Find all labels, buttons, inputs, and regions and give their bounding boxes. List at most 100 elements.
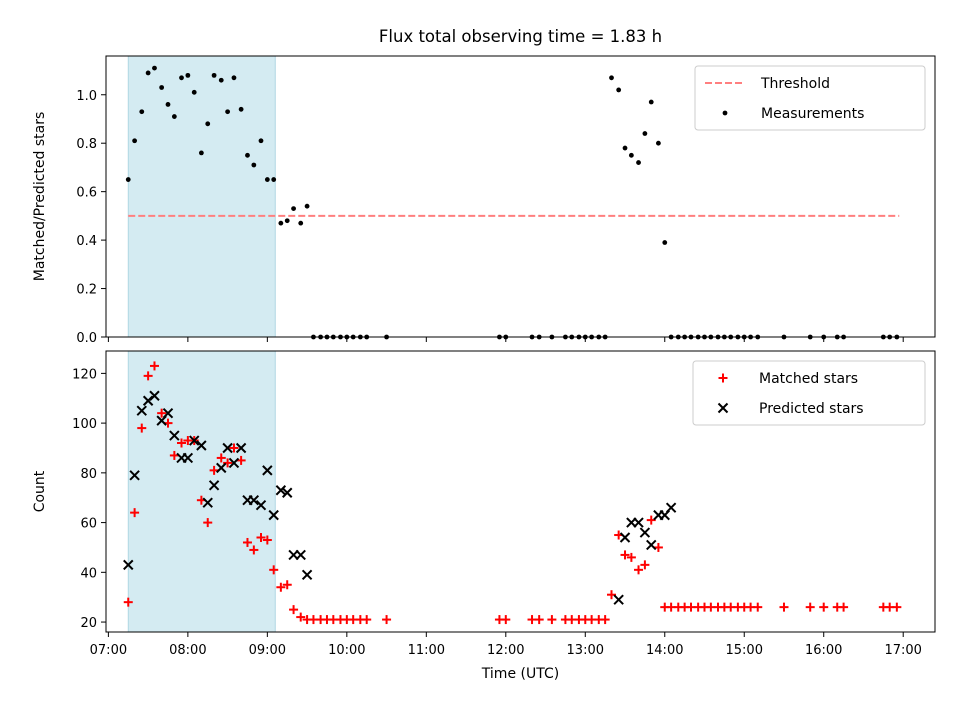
- data-point: [665, 502, 677, 513]
- series-matched-stars: [123, 361, 902, 625]
- data-point: [291, 206, 296, 212]
- data-point: [123, 597, 133, 607]
- legend: Threshold Measurements: [694, 65, 926, 131]
- data-point: [284, 218, 290, 224]
- data-point: [289, 605, 299, 615]
- data-point: [258, 138, 264, 144]
- data-point: [191, 89, 197, 95]
- observing-window-span: [127, 55, 276, 338]
- x-axis-label: Time (UTC): [481, 666, 559, 682]
- data-point: [646, 515, 656, 525]
- data-point: [145, 70, 151, 76]
- y-tick-label: 1.0: [76, 89, 97, 104]
- data-point: [278, 220, 284, 226]
- x-tick-label: 14:00: [646, 643, 683, 658]
- data-point: [130, 508, 140, 518]
- data-point: [235, 442, 247, 454]
- x-tick-label: 13:00: [567, 643, 604, 658]
- data-point: [298, 220, 304, 226]
- data-point: [362, 615, 372, 625]
- x-tick-label: 11:00: [408, 643, 445, 658]
- data-point: [169, 450, 179, 460]
- data-point: [248, 494, 260, 506]
- y-tick-label: 100: [72, 417, 97, 432]
- data-point: [269, 565, 279, 575]
- data-point: [229, 443, 239, 453]
- data-point: [196, 440, 207, 451]
- data-point: [216, 453, 226, 463]
- data-point: [628, 152, 634, 158]
- legend-label: Threshold: [760, 76, 830, 92]
- y-axis-label: Count: [32, 470, 48, 512]
- y-tick-label: 0.8: [76, 137, 97, 152]
- data-point: [271, 177, 277, 182]
- data-point: [613, 594, 624, 605]
- chart-title: Flux total observing time = 1.83 h: [379, 27, 662, 46]
- x-tick-label: 10:00: [328, 643, 365, 658]
- data-point: [648, 99, 654, 105]
- y-tick-label: 120: [72, 367, 97, 382]
- data-point: [656, 140, 661, 146]
- data-point: [136, 405, 147, 416]
- data-point: [218, 77, 224, 83]
- data-point: [301, 569, 313, 581]
- data-point: [152, 65, 157, 71]
- y-axis-label: Matched/Predicted stars: [32, 112, 48, 282]
- data-point: [143, 371, 153, 381]
- data-point: [228, 457, 240, 469]
- bottom-panel: 20 40 60 80 100 120 07:00 08:00 09:00 10:00 11:00 1…: [32, 350, 936, 682]
- data-point: [123, 559, 134, 571]
- data-point: [189, 435, 200, 446]
- data-point: [275, 485, 287, 496]
- data-point: [662, 240, 668, 245]
- data-point: [633, 517, 644, 528]
- y-tick-label: 0.2: [76, 283, 97, 298]
- data-point: [268, 509, 279, 521]
- data-point: [256, 533, 266, 543]
- data-point: [534, 615, 544, 625]
- legend-box: [694, 65, 926, 131]
- data-point: [137, 423, 147, 433]
- data-point: [607, 590, 617, 600]
- data-point: [296, 612, 306, 622]
- y-tick-label: 60: [80, 517, 97, 532]
- data-point: [216, 462, 227, 474]
- top-panel: 0.0 0.2 0.4 0.6 0.8 1.0 Flux total observing t…: [32, 27, 936, 346]
- observing-window-span: [127, 350, 276, 633]
- x-tick-label: 15:00: [726, 643, 763, 658]
- data-point: [251, 162, 257, 168]
- y-tick-label: 80: [80, 467, 97, 482]
- data-point: [177, 438, 187, 448]
- data-point: [139, 109, 145, 115]
- x-tick-label: 07:00: [90, 643, 127, 658]
- data-point: [205, 121, 211, 127]
- data-point: [779, 602, 789, 612]
- data-point: [238, 106, 244, 112]
- data-point: [282, 580, 292, 590]
- data-point: [819, 602, 829, 612]
- x-tick-label: 17:00: [884, 643, 921, 658]
- y-tick-label: 0.0: [76, 331, 97, 346]
- data-point: [182, 452, 194, 464]
- legend-label: Measurements: [761, 106, 864, 122]
- legend-handle: [717, 402, 729, 414]
- data-point: [262, 465, 273, 476]
- data-point: [264, 177, 270, 182]
- data-point: [245, 152, 250, 158]
- series-predicted-stars: [123, 390, 677, 605]
- data-point: [639, 527, 651, 538]
- data-point: [209, 465, 219, 475]
- data-point: [619, 532, 631, 543]
- data-point: [304, 203, 310, 209]
- data-point: [805, 602, 815, 612]
- data-point: [157, 408, 167, 418]
- data-point: [839, 602, 849, 612]
- data-point: [185, 72, 191, 78]
- data-point: [640, 560, 650, 570]
- data-point: [125, 177, 131, 182]
- y-tick-label: 40: [80, 566, 97, 581]
- y-tick-label: 0.4: [76, 234, 97, 249]
- legend-label: Predicted stars: [759, 401, 864, 417]
- data-point: [165, 102, 171, 107]
